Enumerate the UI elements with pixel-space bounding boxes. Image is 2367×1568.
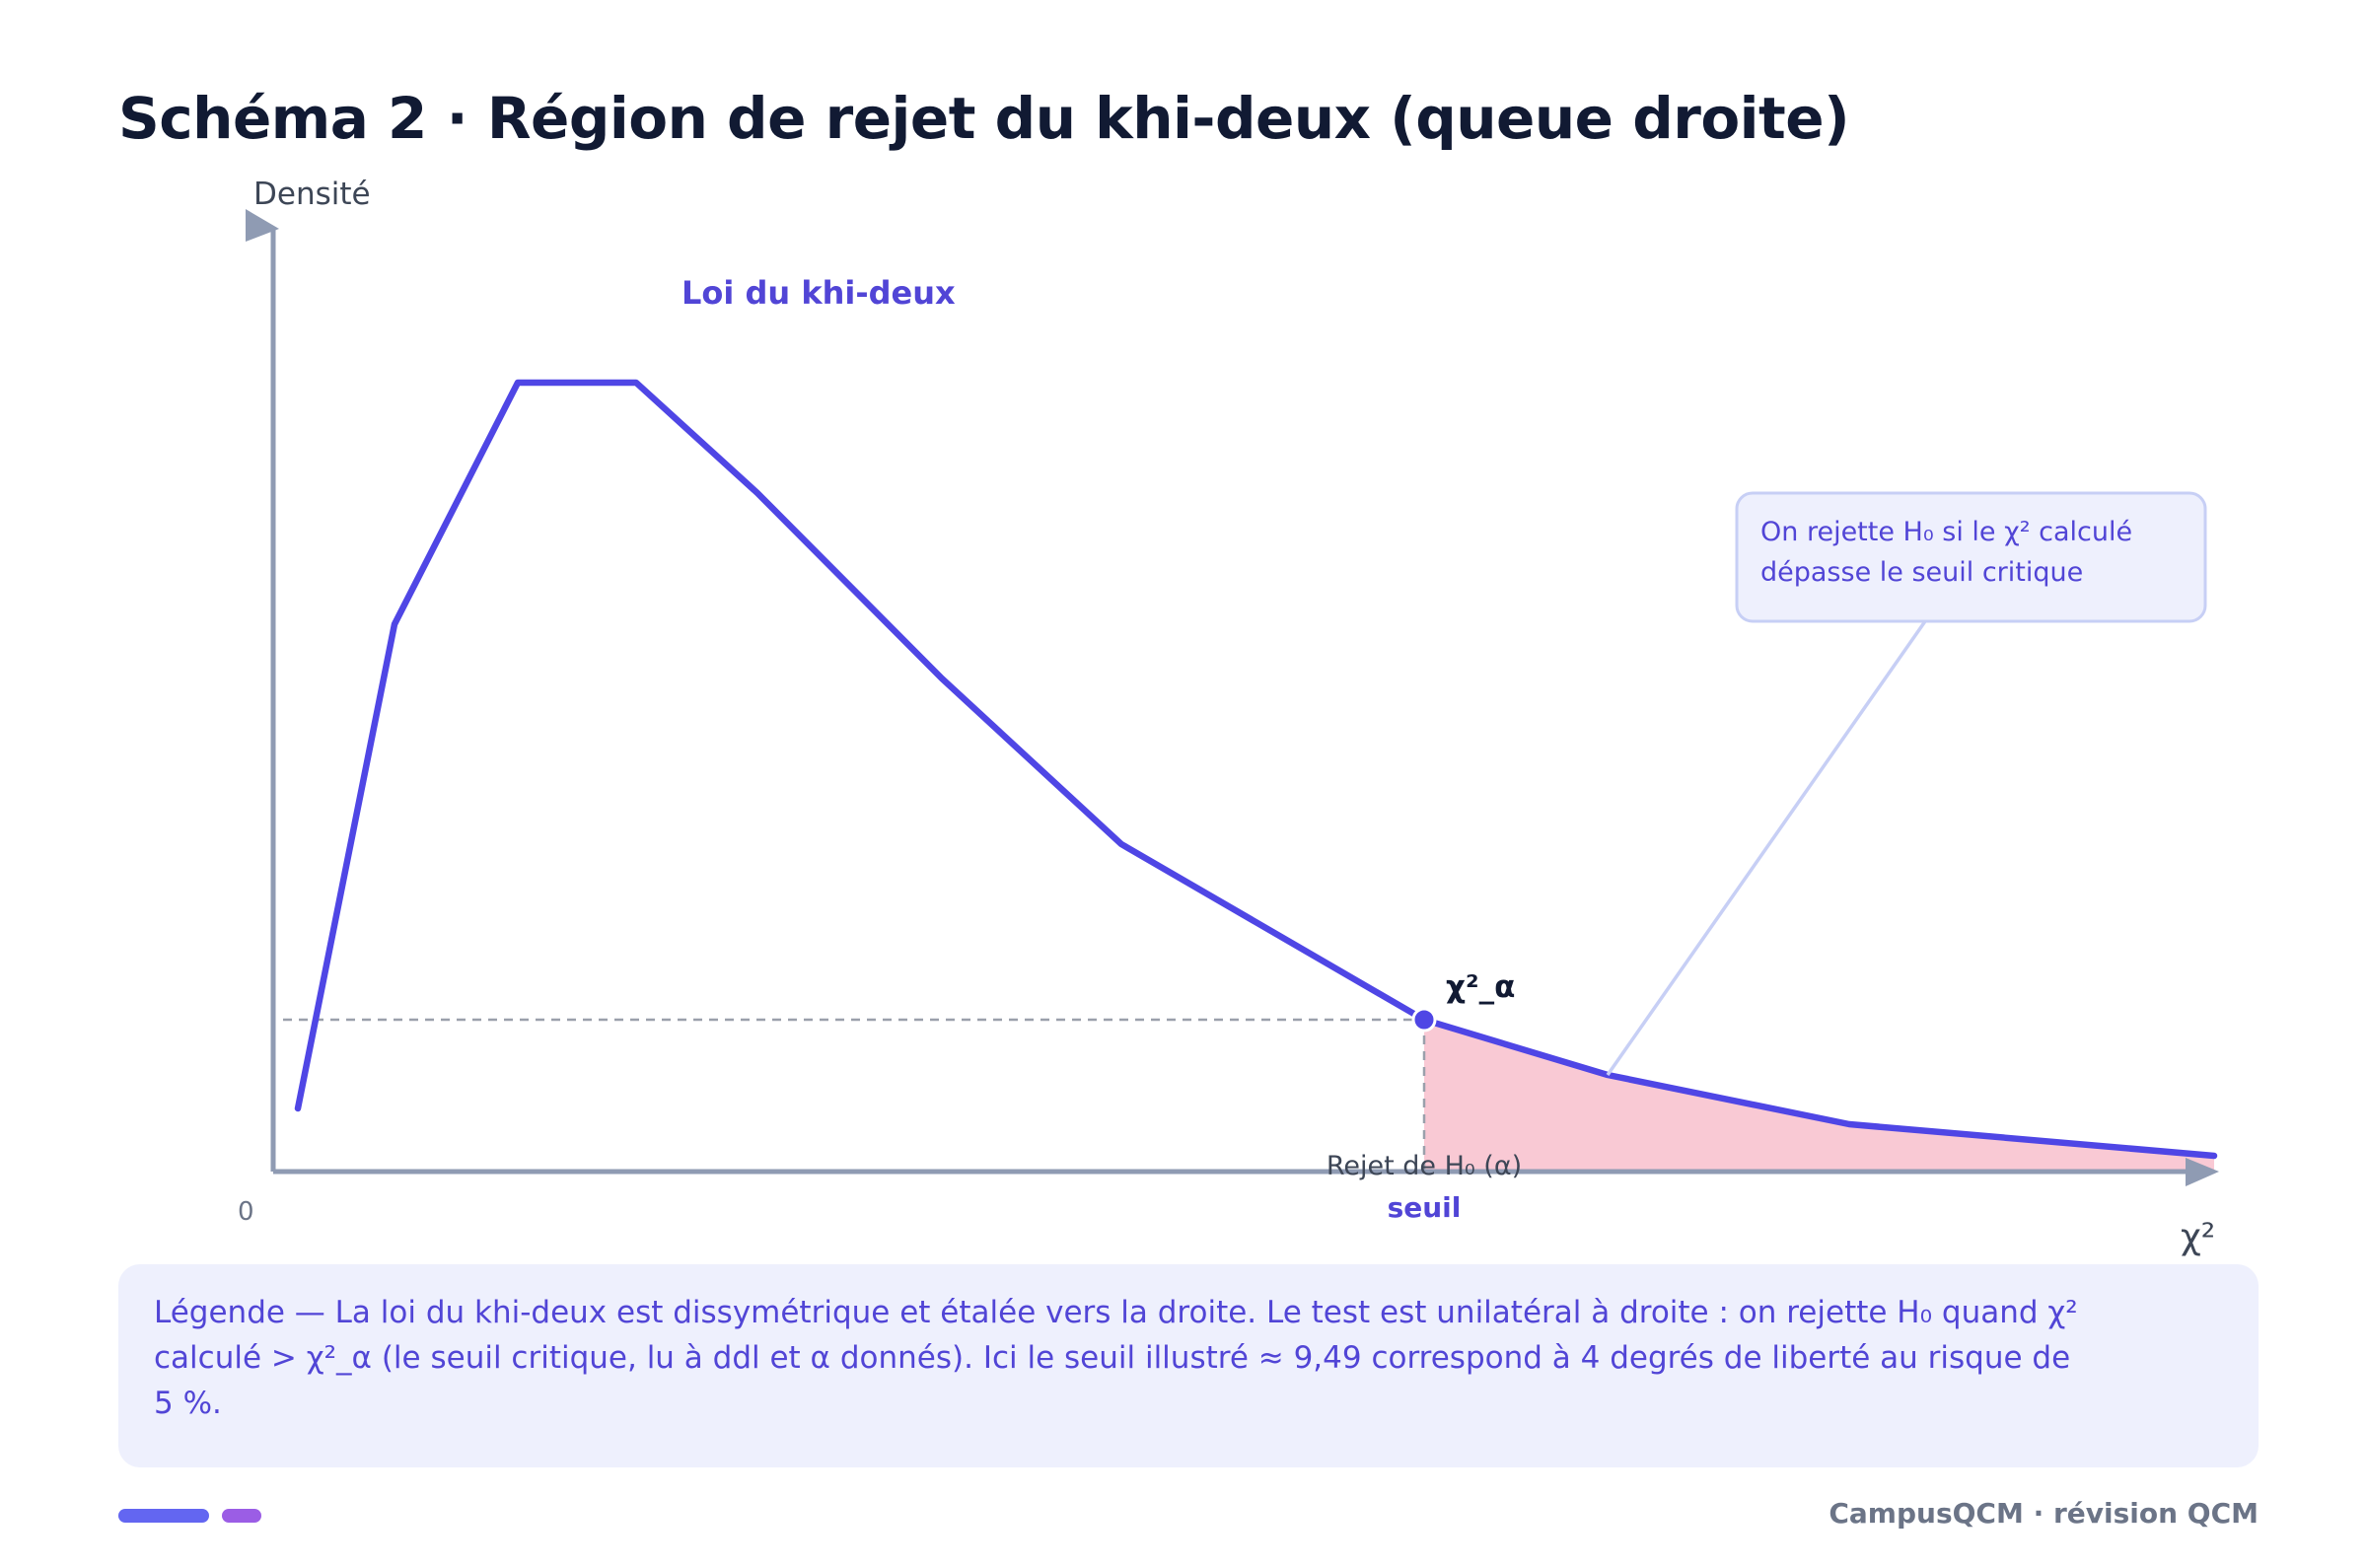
page-title: Schéma 2 · Région de rejet du khi-deux (… [118, 85, 1850, 152]
y-axis-arrowhead [246, 209, 279, 242]
rejection-region-label: Rejet de H₀ (α) [1327, 1151, 1522, 1181]
callout-pointer [1606, 619, 1927, 1077]
decorative-bar-secondary [222, 1509, 261, 1523]
footer-brand: CampusQCM · révision QCM [1829, 1497, 2259, 1530]
y-axis-label: Densité [253, 177, 371, 212]
rejection-region [1424, 1020, 2214, 1172]
x-axis-label: χ² [2181, 1217, 2215, 1257]
callout-line-2: dépasse le seuil critique [1760, 557, 2083, 588]
x-axis-arrowhead [2186, 1158, 2219, 1186]
origin-label: 0 [238, 1197, 254, 1227]
critical-point-marker [1411, 1007, 1437, 1033]
callout-line-1: On rejette H₀ si le χ² calculé [1760, 517, 2132, 547]
critical-value-label: χ²_α [1446, 969, 1515, 1005]
legend-text: Légende — La loi du khi-deux est dissymé… [154, 1295, 2078, 1421]
decorative-bar-primary [118, 1509, 209, 1523]
callout-box [1735, 491, 2207, 623]
chi-square-curve [294, 379, 2218, 1160]
threshold-label: seuil [1388, 1191, 1462, 1224]
curve-label: Loi du khi-deux [681, 274, 956, 312]
legend-box: Légende — La loi du khi-deux est dissymé… [118, 1264, 2259, 1467]
